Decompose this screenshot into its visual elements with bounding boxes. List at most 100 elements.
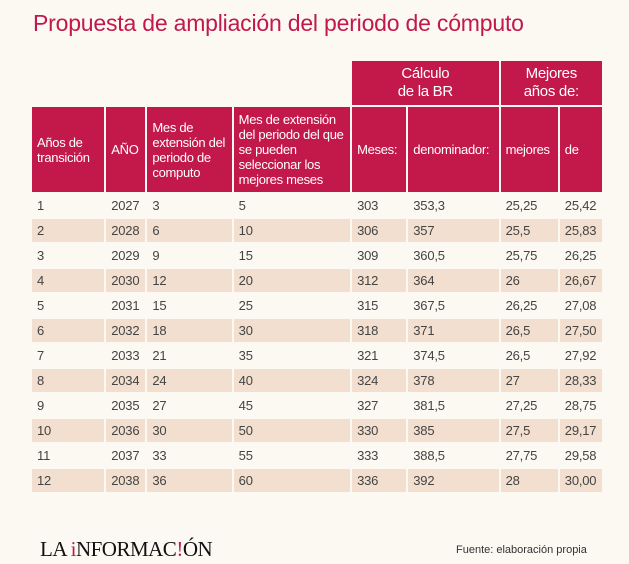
table-cell: 388,5 [408, 444, 499, 467]
source-note: Fuente: elaboración propia [456, 544, 587, 556]
table-cell: 6 [147, 219, 232, 242]
table-cell: 321 [352, 344, 407, 367]
table-cell: 45 [233, 394, 351, 417]
table-cell: 30 [233, 319, 351, 342]
table-cell: 2029 [106, 244, 146, 267]
table-row: 10 2036 30 50 330 385 27,5 29,17 [32, 419, 602, 442]
table-cell: 26,25 [500, 294, 558, 317]
table-cell: 312 [352, 269, 407, 292]
table-cell: 25,5 [500, 219, 558, 242]
table-cell: 30 [147, 419, 232, 442]
table-cell: 50 [233, 419, 351, 442]
table-body: 1 2027 3 5 303 353,3 25,25 25,42 2 2028 6 10 306 357 2… [32, 194, 602, 492]
table-cell: 10 [32, 419, 105, 442]
table-cell: 11 [32, 444, 105, 467]
table-cell: 26,5 [500, 319, 558, 342]
group-header-line: años de: [523, 83, 579, 100]
group-header-calculo: Cálculo de la BR [352, 61, 499, 105]
table-cell: 367,5 [408, 294, 499, 317]
table-row: 1 2027 3 5 303 353,3 25,25 25,42 [32, 194, 602, 217]
group-header-line: Cálculo [401, 65, 450, 82]
table-cell: 28,75 [559, 394, 602, 417]
table-cell: 2036 [106, 419, 146, 442]
table-cell: 28 [500, 469, 558, 492]
column-header: AÑO [106, 107, 146, 192]
column-header: Meses: [352, 107, 407, 192]
data-table: Cálculo de la BR Mejores años de: Años d… [30, 59, 604, 494]
table-cell: 360,5 [408, 244, 499, 267]
column-header: de [559, 107, 602, 192]
table-cell: 21 [147, 344, 232, 367]
table-row: 6 2032 18 30 318 371 26,5 27,50 [32, 319, 602, 342]
table-cell: 2033 [106, 344, 146, 367]
table-cell: 25,83 [559, 219, 602, 242]
table-cell: 29,17 [559, 419, 602, 442]
table-cell: 5 [233, 194, 351, 217]
table-row: 3 2029 9 15 309 360,5 25,75 26,25 [32, 244, 602, 267]
blank-header [32, 61, 350, 105]
table-cell: 12 [147, 269, 232, 292]
table-row: 2 2028 6 10 306 357 25,5 25,83 [32, 219, 602, 242]
table-cell: 26 [500, 269, 558, 292]
table-cell: 336 [352, 469, 407, 492]
table-cell: 26,25 [559, 244, 602, 267]
table-cell: 10 [233, 219, 351, 242]
table-cell: 2027 [106, 194, 146, 217]
table-cell: 27,75 [500, 444, 558, 467]
table-cell: 30,00 [559, 469, 602, 492]
table-cell: 3 [32, 244, 105, 267]
table-cell: 29,58 [559, 444, 602, 467]
table-cell: 2034 [106, 369, 146, 392]
table-row: 8 2034 24 40 324 378 27 28,33 [32, 369, 602, 392]
table-cell: 35 [233, 344, 351, 367]
group-header-row: Cálculo de la BR Mejores años de: [32, 61, 602, 105]
column-header: denominador: [408, 107, 499, 192]
brand-logo: LA iNFORMAC!ÓN [40, 537, 213, 561]
table-row: 9 2035 27 45 327 381,5 27,25 28,75 [32, 394, 602, 417]
table-cell: 3 [147, 194, 232, 217]
table-cell: 27,08 [559, 294, 602, 317]
column-header: Mes de extensión del periodo del que se … [233, 107, 351, 192]
table-cell: 27,5 [500, 419, 558, 442]
table-cell: 385 [408, 419, 499, 442]
table-cell: 2028 [106, 219, 146, 242]
column-header-row: Años de transición AÑO Mes de extensión de… [32, 107, 602, 192]
table-cell: 9 [147, 244, 232, 267]
table-cell: 6 [32, 319, 105, 342]
table-cell: 364 [408, 269, 499, 292]
table-cell: 374,5 [408, 344, 499, 367]
table-cell: 378 [408, 369, 499, 392]
table-cell: 36 [147, 469, 232, 492]
table-cell: 25,75 [500, 244, 558, 267]
table-cell: 18 [147, 319, 232, 342]
table-cell: 315 [352, 294, 407, 317]
table-cell: 26,5 [500, 344, 558, 367]
table-cell: 2035 [106, 394, 146, 417]
table-cell: 27,92 [559, 344, 602, 367]
table-cell: 25 [233, 294, 351, 317]
table-cell: 327 [352, 394, 407, 417]
table-cell: 333 [352, 444, 407, 467]
table-cell: 25,42 [559, 194, 602, 217]
table-row: 7 2033 21 35 321 374,5 26,5 27,92 [32, 344, 602, 367]
table-cell: 303 [352, 194, 407, 217]
table-cell: 33 [147, 444, 232, 467]
table-cell: 5 [32, 294, 105, 317]
table-cell: 26,67 [559, 269, 602, 292]
table-cell: 324 [352, 369, 407, 392]
table-cell: 2032 [106, 319, 146, 342]
column-header: Mes de extensión del periodo de computo [147, 107, 232, 192]
page-title: Propuesta de ampliación del periodo de c… [33, 10, 524, 36]
table-cell: 4 [32, 269, 105, 292]
table-cell: 40 [233, 369, 351, 392]
table-cell: 12 [32, 469, 105, 492]
table-cell: 381,5 [408, 394, 499, 417]
table-cell: 55 [233, 444, 351, 467]
table-cell: 27,50 [559, 319, 602, 342]
table-cell: 20 [233, 269, 351, 292]
table-cell: 2038 [106, 469, 146, 492]
table-row: 12 2038 36 60 336 392 28 30,00 [32, 469, 602, 492]
table-cell: 309 [352, 244, 407, 267]
table-cell: 392 [408, 469, 499, 492]
